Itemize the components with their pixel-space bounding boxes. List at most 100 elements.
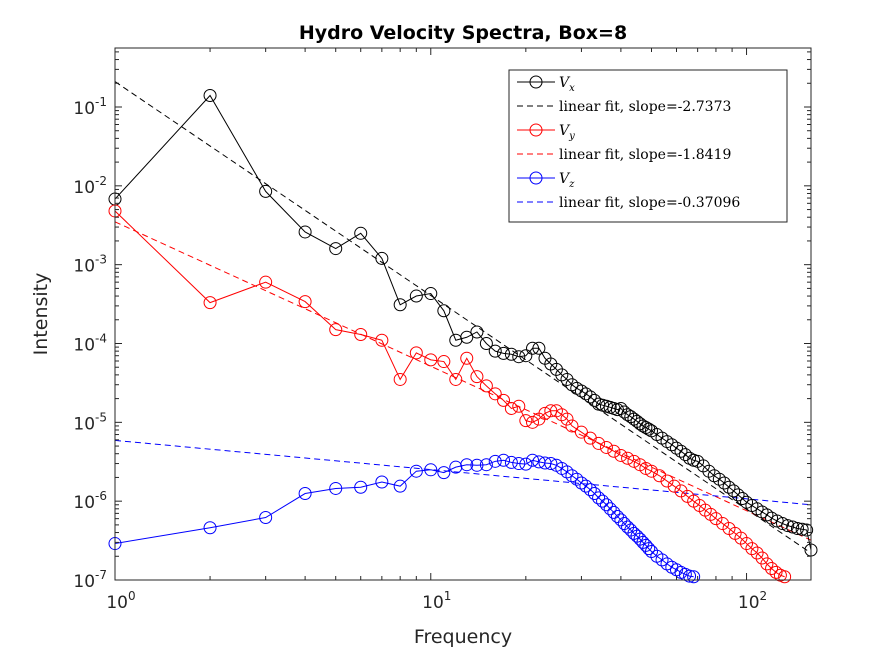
series-vz-marker (560, 465, 574, 479)
series-vz-marker (409, 464, 423, 478)
series-vx-marker (674, 444, 688, 458)
series-vx-marker (555, 368, 569, 382)
y-tick-label: 10-5 (73, 410, 107, 434)
series-vy-marker (449, 372, 463, 386)
series-vz-marker (683, 569, 697, 583)
series-vy-marker (203, 296, 217, 310)
series-vx-marker (669, 441, 683, 455)
y-axis-label: Intensity (30, 273, 52, 356)
series-vx-marker (409, 289, 423, 303)
series-vz-marker (544, 457, 558, 471)
legend-item: Vy (517, 123, 575, 142)
legend-item: linear fit, slope=-0.37096 (517, 195, 740, 211)
series-vx-marker (329, 242, 343, 256)
series-vz-marker (655, 553, 669, 567)
legend-label: Vz (559, 171, 575, 190)
series-vy-marker (599, 440, 613, 454)
series-vx-marker (504, 347, 518, 361)
fit-line-3 (115, 439, 811, 506)
series-vz-marker (497, 453, 511, 467)
series-vy-marker (460, 351, 474, 365)
series-vy-marker (329, 323, 343, 337)
series-vy-marker (488, 387, 502, 401)
series-vy-marker (424, 353, 438, 367)
series-vz-marker (565, 469, 579, 483)
fit-line-1 (115, 81, 811, 554)
series-vy-marker (614, 448, 628, 462)
series-vz-marker (479, 458, 493, 472)
series-vy-marker (660, 474, 674, 488)
series-vy-marker (259, 275, 273, 289)
x-tick-label: 102 (738, 589, 767, 613)
series-vx-marker (712, 472, 726, 486)
y-tick-label: 10-4 (73, 332, 107, 356)
x-tick-label: 100 (106, 589, 135, 613)
series-vz-marker (354, 480, 368, 494)
series-vy-marker (497, 393, 511, 407)
y-tick-label: 10-3 (73, 253, 107, 277)
series-vz-marker (687, 570, 701, 584)
series-vy-marker (704, 507, 718, 521)
series-vx-marker (460, 330, 474, 344)
series-vx-marker (259, 184, 273, 198)
series-vz-marker (460, 458, 474, 472)
y-tick-label: 10-6 (73, 489, 107, 513)
legend-label: linear fit, slope=-2.7373 (559, 99, 731, 115)
series-vy-marker (709, 512, 723, 526)
series-vz-marker (470, 458, 484, 472)
series-vy-marker (769, 565, 783, 579)
series-vy-marker (354, 328, 368, 342)
series-vz-marker (610, 509, 624, 523)
series-vx-marker (203, 88, 217, 102)
series-vx-marker (786, 520, 800, 534)
fit-lines (115, 81, 811, 554)
series-vy-marker (565, 419, 579, 433)
series-vx-marker (497, 346, 511, 360)
series-vx-marker (795, 522, 809, 536)
series-vx-marker (579, 387, 593, 401)
series-vz-marker (617, 517, 631, 531)
series-vz-marker (570, 472, 584, 486)
series-vz-marker (512, 457, 526, 471)
series-vx-marker (776, 517, 790, 531)
series-vy-marker (479, 379, 493, 393)
y-tick-label: 10-7 (73, 568, 107, 592)
legend-box (508, 69, 788, 223)
series-vz-marker (614, 513, 628, 527)
series-vz-marker (574, 476, 588, 490)
series-vy-marker (652, 469, 666, 483)
series-vx-marker (791, 522, 804, 536)
series-vz-marker (203, 521, 217, 535)
series-vx-marker (565, 378, 579, 392)
series-vx-marker (424, 287, 438, 301)
series-vy-marker (778, 570, 792, 584)
series-vy-marker (592, 436, 606, 450)
series-vx-marker (583, 390, 597, 404)
series-vz-marker (259, 511, 273, 525)
series-vy-marker (644, 464, 658, 478)
series-vz-marker (607, 505, 621, 519)
series-vx-marker (532, 341, 546, 355)
legend-marker-sample (529, 75, 543, 89)
series-vz-marker (298, 487, 312, 501)
series-vy-marker (555, 408, 569, 422)
legend-label: Vy (559, 123, 575, 142)
series-vy-marker (627, 454, 641, 468)
series-vz-marker (642, 542, 656, 556)
series-vz-marker (488, 454, 502, 468)
series-vz-marker (579, 479, 593, 493)
legend-item: Vx (517, 75, 575, 94)
series-vx-marker (470, 325, 484, 339)
series-vx-marker (574, 384, 588, 398)
series-vx-marker (800, 523, 814, 537)
series-vy-marker (437, 355, 451, 369)
x-tick-label: 101 (422, 589, 451, 613)
series-vy-marker (504, 401, 518, 415)
series-vy-marker (560, 412, 574, 426)
series-vy-marker (393, 372, 407, 386)
series-vz-marker (588, 487, 601, 501)
series-vy-marker (607, 444, 621, 458)
series-vx-marker (298, 225, 312, 239)
series-vy-marker (409, 346, 423, 360)
